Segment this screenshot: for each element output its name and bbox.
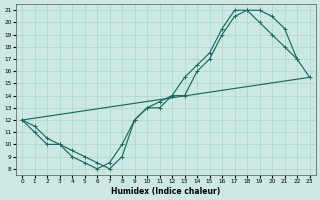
X-axis label: Humidex (Indice chaleur): Humidex (Indice chaleur)	[111, 187, 220, 196]
